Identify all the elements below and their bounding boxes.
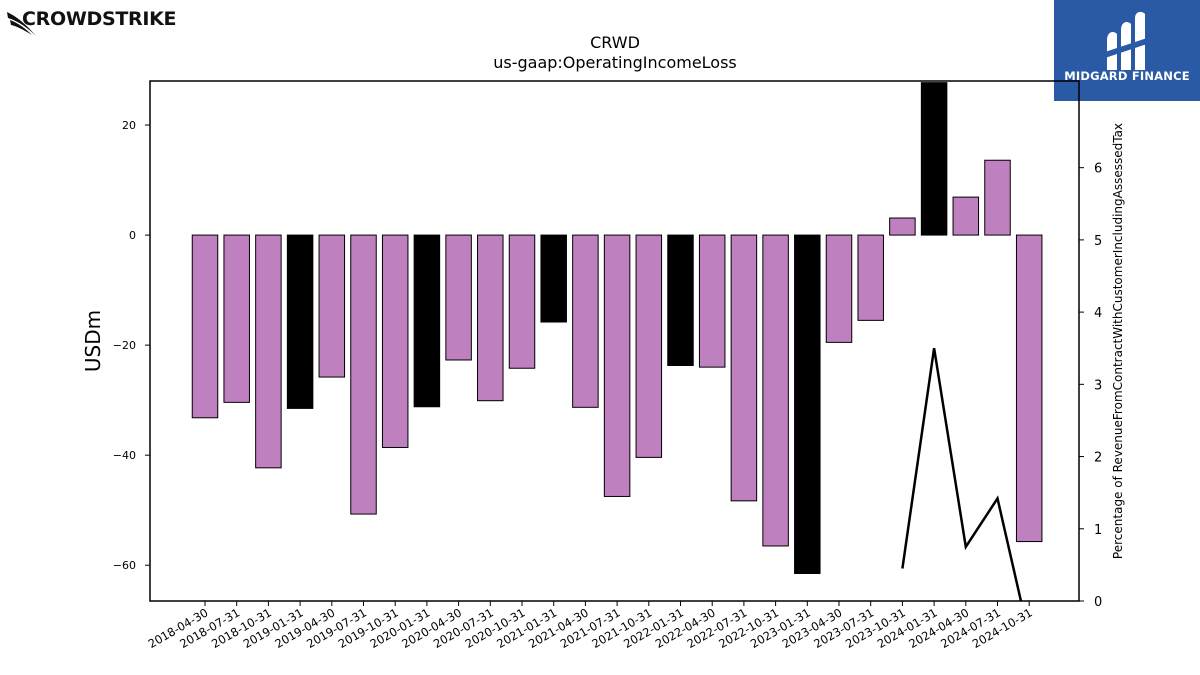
bar [413, 234, 441, 408]
bar [191, 234, 219, 419]
y-tick-label: −20 [113, 339, 136, 352]
y2-axis-label: Percentage of RevenueFromContractWithCus… [1111, 123, 1125, 559]
bar [762, 234, 789, 547]
plot-frame [149, 80, 1080, 602]
chart-subtitle: us-gaap:OperatingIncomeLoss [493, 53, 737, 72]
midgard-wordmark: MIDGARD FINANCE [1064, 69, 1190, 83]
bar [952, 196, 980, 236]
bar [857, 234, 884, 321]
bar [318, 234, 346, 378]
bar [825, 234, 853, 343]
y2-tick-label: 1 [1094, 523, 1102, 538]
bar [223, 234, 250, 403]
plot-area: 200−20−40−6001234562018-04-302018-07-312… [113, 82, 1102, 651]
midgard-mark-icon [1105, 11, 1147, 70]
y2-tick-label: 5 [1094, 234, 1102, 249]
bar [603, 234, 631, 497]
y2-tick-label: 4 [1094, 306, 1102, 321]
bar [381, 234, 409, 448]
bar [477, 234, 504, 402]
y-axis-label: USDm [81, 310, 105, 372]
bar [698, 234, 726, 368]
y-tick-label: −40 [113, 449, 136, 462]
bar [984, 159, 1011, 236]
bars [191, 82, 1043, 601]
bar [794, 234, 821, 574]
y2-tick-label: 3 [1094, 378, 1102, 393]
y-tick-label: 0 [129, 229, 136, 242]
bar [667, 234, 694, 366]
bar [889, 217, 916, 236]
bar [1015, 234, 1043, 543]
chart-title: CRWD [590, 33, 640, 52]
bar [350, 234, 377, 515]
y2-tick-label: 6 [1094, 162, 1102, 177]
bar [635, 234, 663, 458]
y2-tick-label: 2 [1094, 451, 1102, 466]
bar [920, 82, 948, 236]
y-tick-label: 20 [122, 119, 136, 132]
bar [572, 234, 599, 408]
bar [540, 234, 567, 323]
y2-tick-label: 0 [1094, 595, 1102, 610]
y-tick-label: −60 [113, 559, 136, 572]
crowdstrike-logo: CROWDSTRIKE [6, 4, 206, 40]
bar [286, 234, 314, 409]
bar [730, 234, 758, 502]
crowdstrike-falcon-icon [7, 12, 36, 36]
crowdstrike-wordmark: CROWDSTRIKE [22, 8, 177, 30]
bar [445, 234, 472, 361]
bar [255, 234, 282, 469]
bar [508, 234, 536, 369]
series-line [901, 348, 1023, 601]
